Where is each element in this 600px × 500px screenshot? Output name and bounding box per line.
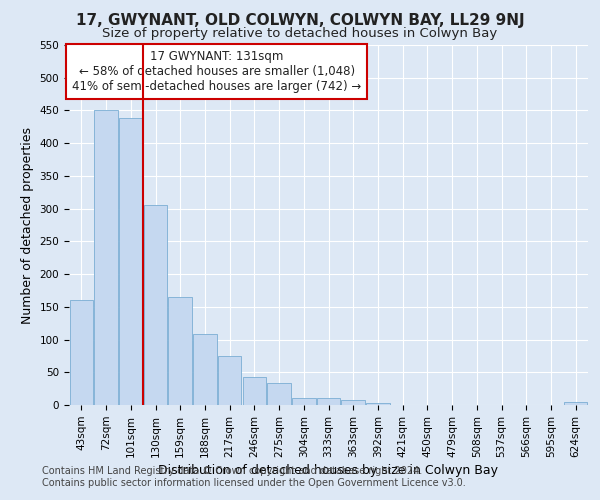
Bar <box>341 400 365 405</box>
Bar <box>218 356 241 405</box>
Bar <box>317 398 340 405</box>
Text: Size of property relative to detached houses in Colwyn Bay: Size of property relative to detached ho… <box>103 28 497 40</box>
Text: Contains HM Land Registry data © Crown copyright and database right 2024.
Contai: Contains HM Land Registry data © Crown c… <box>42 466 466 487</box>
Bar <box>169 297 192 405</box>
Bar <box>94 110 118 405</box>
Text: 17, GWYNANT, OLD COLWYN, COLWYN BAY, LL29 9NJ: 17, GWYNANT, OLD COLWYN, COLWYN BAY, LL2… <box>76 12 524 28</box>
Y-axis label: Number of detached properties: Number of detached properties <box>21 126 34 324</box>
Bar <box>292 398 316 405</box>
Bar <box>70 300 93 405</box>
Bar <box>242 377 266 405</box>
Bar <box>268 384 291 405</box>
Text: 17 GWYNANT: 131sqm
← 58% of detached houses are smaller (1,048)
41% of semi-deta: 17 GWYNANT: 131sqm ← 58% of detached hou… <box>72 50 362 94</box>
Bar <box>564 402 587 405</box>
Bar <box>119 118 143 405</box>
Bar <box>144 206 167 405</box>
Bar <box>193 334 217 405</box>
X-axis label: Distribution of detached houses by size in Colwyn Bay: Distribution of detached houses by size … <box>158 464 499 477</box>
Bar <box>366 403 389 405</box>
